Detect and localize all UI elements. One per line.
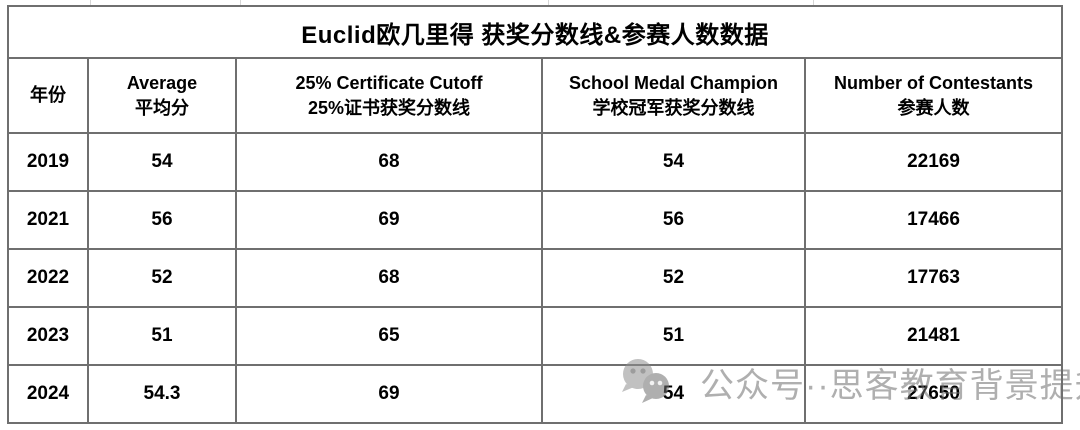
column-header-contestants-en: Number of Contestants — [833, 72, 1033, 93]
contestants-cell: 27650 — [804, 364, 1063, 424]
column-header-school-champion-zh: 学校冠军获奖分数线 — [592, 97, 755, 118]
table-row: 2019 54 68 54 22169 — [7, 132, 1063, 192]
year-cell: 2022 — [7, 248, 89, 308]
column-header-average-en: Average — [126, 72, 198, 93]
contestants-cell: 22169 — [804, 132, 1063, 192]
gridline-stub — [548, 0, 549, 5]
column-header-average: Average 平均分 — [87, 57, 237, 134]
column-header-cutoff: 25% Certificate Cutoff 25%证书获奖分数线 — [235, 57, 543, 134]
cutoff-cell: 68 — [235, 248, 543, 308]
contestants-cell: 21481 — [804, 306, 1063, 366]
column-header-school-champion-en: School Medal Champion — [568, 72, 778, 93]
cutoff-cell: 65 — [235, 306, 543, 366]
year-cell: 2023 — [7, 306, 89, 366]
school-champion-cell: 54 — [541, 364, 806, 424]
table-row: 2022 52 68 52 17763 — [7, 248, 1063, 308]
gridline-stub — [813, 0, 814, 5]
column-header-average-zh: 平均分 — [135, 97, 189, 118]
year-cell: 2021 — [7, 190, 89, 250]
column-header-school-champion: School Medal Champion 学校冠军获奖分数线 — [541, 57, 806, 134]
column-header-contestants-zh: 参赛人数 — [897, 97, 970, 118]
cutoff-cell: 69 — [235, 364, 543, 424]
school-champion-cell: 54 — [541, 132, 806, 192]
gridline-stub — [90, 0, 91, 5]
school-champion-cell: 51 — [541, 306, 806, 366]
cutoff-cell: 68 — [235, 132, 543, 192]
table-row: 2024 54.3 69 54 27650 — [7, 364, 1063, 424]
table-title: Euclid欧几里得 获奖分数线&参赛人数数据 — [7, 5, 1063, 59]
gridline-stub — [240, 0, 241, 5]
average-cell: 54.3 — [87, 364, 237, 424]
contestants-cell: 17763 — [804, 248, 1063, 308]
average-cell: 52 — [87, 248, 237, 308]
column-header-year-zh: 年份 — [30, 85, 66, 105]
year-cell: 2019 — [7, 132, 89, 192]
column-header-year: 年份 — [7, 57, 89, 134]
column-header-cutoff-zh: 25%证书获奖分数线 — [307, 97, 471, 118]
average-cell: 54 — [87, 132, 237, 192]
euclid-data-table: Euclid欧几里得 获奖分数线&参赛人数数据 年份 Average 平均分 2… — [7, 5, 1063, 424]
table-row: 2021 56 69 56 17466 — [7, 190, 1063, 250]
column-header-contestants: Number of Contestants 参赛人数 — [804, 57, 1063, 134]
contestants-cell: 17466 — [804, 190, 1063, 250]
cutoff-cell: 69 — [235, 190, 543, 250]
table-row: 2023 51 65 51 21481 — [7, 306, 1063, 366]
school-champion-cell: 56 — [541, 190, 806, 250]
school-champion-cell: 52 — [541, 248, 806, 308]
column-header-cutoff-en: 25% Certificate Cutoff — [295, 72, 483, 93]
average-cell: 56 — [87, 190, 237, 250]
average-cell: 51 — [87, 306, 237, 366]
year-cell: 2024 — [7, 364, 89, 424]
